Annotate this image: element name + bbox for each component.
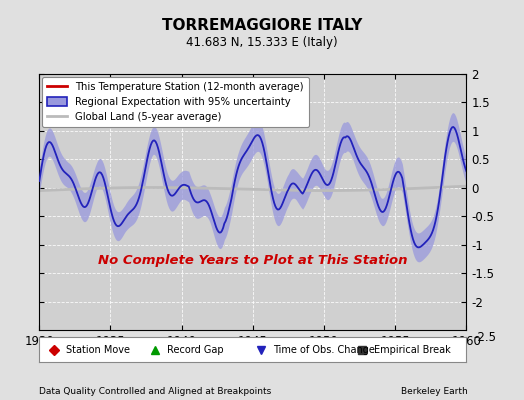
Text: -2.5: -2.5 bbox=[473, 331, 496, 344]
Text: Station Move: Station Move bbox=[66, 344, 130, 354]
Text: No Complete Years to Plot at This Station: No Complete Years to Plot at This Statio… bbox=[98, 254, 408, 267]
Text: Time of Obs. Change: Time of Obs. Change bbox=[274, 344, 375, 354]
Text: Berkeley Earth: Berkeley Earth bbox=[401, 387, 468, 396]
Legend: This Temperature Station (12-month average), Regional Expectation with 95% uncer: This Temperature Station (12-month avera… bbox=[42, 77, 309, 127]
Text: Empirical Break: Empirical Break bbox=[374, 344, 451, 354]
Text: 41.683 N, 15.333 E (Italy): 41.683 N, 15.333 E (Italy) bbox=[186, 36, 338, 49]
Text: Data Quality Controlled and Aligned at Breakpoints: Data Quality Controlled and Aligned at B… bbox=[39, 387, 271, 396]
Text: TORREMAGGIORE ITALY: TORREMAGGIORE ITALY bbox=[162, 18, 362, 33]
Text: Record Gap: Record Gap bbox=[167, 344, 223, 354]
